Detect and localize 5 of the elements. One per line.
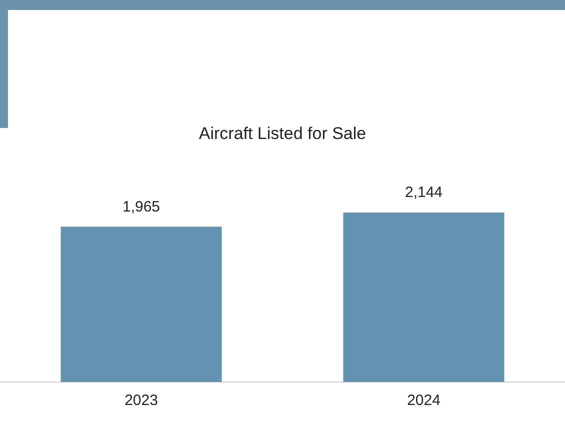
data-label: 2,144 (404, 184, 443, 202)
chart-title: Aircraft Listed for Sale (198, 124, 366, 143)
x-tick-label: 2024 (407, 392, 440, 410)
x-tick-label: 2023 (124, 392, 158, 410)
data-label: 1,965 (122, 198, 160, 216)
